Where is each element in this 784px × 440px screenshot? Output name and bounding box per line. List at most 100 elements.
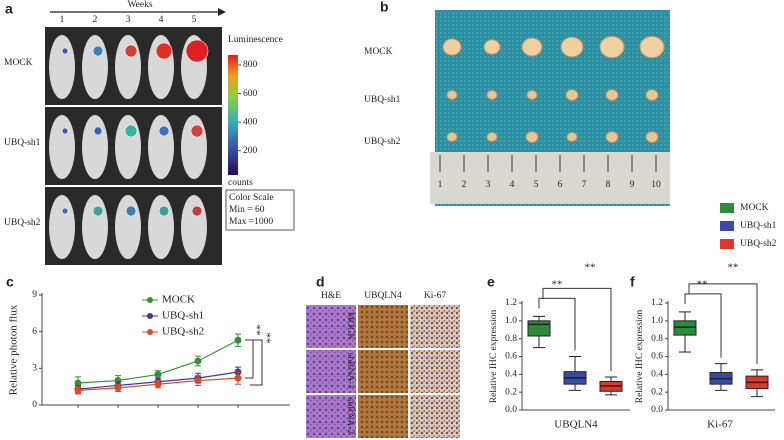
mouse — [49, 195, 75, 259]
row-label: UBQ-sh2 — [4, 218, 41, 228]
sig-bracket — [250, 339, 263, 386]
significance: ** — [585, 262, 596, 274]
colorbar-title: Luminescence — [228, 35, 283, 45]
mouse-images — [45, 27, 222, 265]
arrow-head — [218, 8, 226, 16]
point — [154, 380, 162, 388]
sig-bracket — [542, 287, 612, 372]
colorbar — [228, 55, 238, 175]
mouse — [181, 195, 207, 259]
row-label: MOCK — [345, 312, 355, 341]
y-axis-label: Relative IHC expression — [635, 310, 645, 404]
legend-swatch — [720, 203, 734, 213]
week-label: 2 — [93, 15, 98, 25]
y-tick-label: 1.2 — [651, 298, 663, 308]
significance: ** — [250, 325, 262, 336]
signal — [158, 205, 170, 217]
tumor — [521, 37, 543, 57]
y-tick-label: 3 — [32, 364, 37, 374]
significance: ** — [697, 279, 708, 291]
panel-label: c — [6, 274, 14, 290]
panel-d — [306, 305, 460, 438]
signal — [61, 47, 69, 55]
y-tick-label: 0.0 — [505, 405, 517, 415]
tumor — [566, 132, 578, 142]
legend-swatch — [720, 221, 734, 231]
row-label: UBQ-sh1 — [364, 95, 401, 105]
ruler-number: 9 — [630, 180, 635, 190]
scale-max: Max =1000 — [229, 217, 273, 227]
ruler-number: 5 — [534, 180, 539, 190]
ihc-image — [358, 350, 408, 393]
x-axis-label: Ki-67 — [707, 419, 733, 431]
sig-bracket — [245, 339, 254, 379]
significance: ** — [260, 333, 272, 344]
y-tick-label: 1.0 — [651, 316, 663, 326]
tumor — [565, 89, 579, 101]
week-label: 3 — [126, 15, 131, 25]
panel-label: b — [380, 0, 389, 15]
legend-marker — [147, 297, 153, 303]
signal — [124, 124, 138, 138]
y-tick-label: 0.2 — [505, 387, 517, 397]
tumor — [486, 90, 498, 100]
y-axis-label: Relative photon flux — [8, 304, 20, 395]
tumor — [486, 132, 498, 142]
ihc-image — [306, 350, 356, 393]
legend-marker — [147, 313, 153, 319]
signal — [190, 124, 204, 138]
ihc-image — [410, 395, 460, 438]
ihc-image — [410, 305, 460, 348]
tumor — [645, 131, 659, 143]
signal — [92, 45, 104, 57]
y-tick-label: 0.2 — [651, 387, 663, 397]
tumor — [483, 39, 501, 55]
y-tick-label: 9 — [32, 290, 37, 300]
tumor — [526, 90, 538, 100]
point — [234, 374, 242, 382]
tumor — [446, 132, 458, 142]
colorbar-tick-label: 600 — [243, 89, 258, 99]
ihc-image — [358, 305, 408, 348]
mouse — [49, 35, 75, 99]
scale-title: Color Scale — [229, 193, 274, 203]
point — [114, 377, 122, 385]
weeks-label: Weeks — [127, 0, 152, 10]
y-tick-label: 0.6 — [505, 352, 517, 362]
point — [114, 384, 122, 392]
tumor — [446, 90, 458, 100]
tumor — [442, 38, 462, 56]
signal — [185, 39, 209, 63]
ruler-number: 10 — [651, 180, 661, 190]
tumor — [639, 35, 665, 59]
point — [154, 370, 162, 378]
signal — [61, 207, 69, 215]
ruler-number: 2 — [462, 180, 467, 190]
sig-bracket — [538, 297, 576, 351]
legend-label: MOCK — [740, 203, 769, 213]
week-label: 5 — [192, 15, 197, 25]
colorbar-tick-label: 800 — [243, 60, 258, 70]
y-axis-label: Relative IHC expression — [489, 310, 499, 404]
panel-label: a — [5, 1, 13, 17]
row-label: shRNA-2 — [345, 398, 355, 435]
colorbar-tick-label: 200 — [243, 146, 258, 156]
signal — [93, 126, 103, 136]
ruler — [430, 152, 670, 204]
point — [74, 386, 82, 394]
tumor — [605, 131, 619, 143]
ruler-number: 1 — [438, 180, 443, 190]
tumor — [525, 131, 539, 143]
tumor — [599, 35, 625, 59]
significance: ** — [552, 279, 563, 291]
point — [74, 379, 82, 387]
row-label: shRNA-1 — [345, 353, 355, 390]
panel-label: d — [316, 274, 325, 290]
y-tick-label: 0 — [32, 400, 37, 410]
significance: ** — [728, 262, 739, 274]
y-tick-label: 6 — [32, 327, 37, 337]
scale-box — [225, 189, 295, 231]
tumors — [439, 35, 665, 172]
ruler-number: 7 — [582, 180, 587, 190]
